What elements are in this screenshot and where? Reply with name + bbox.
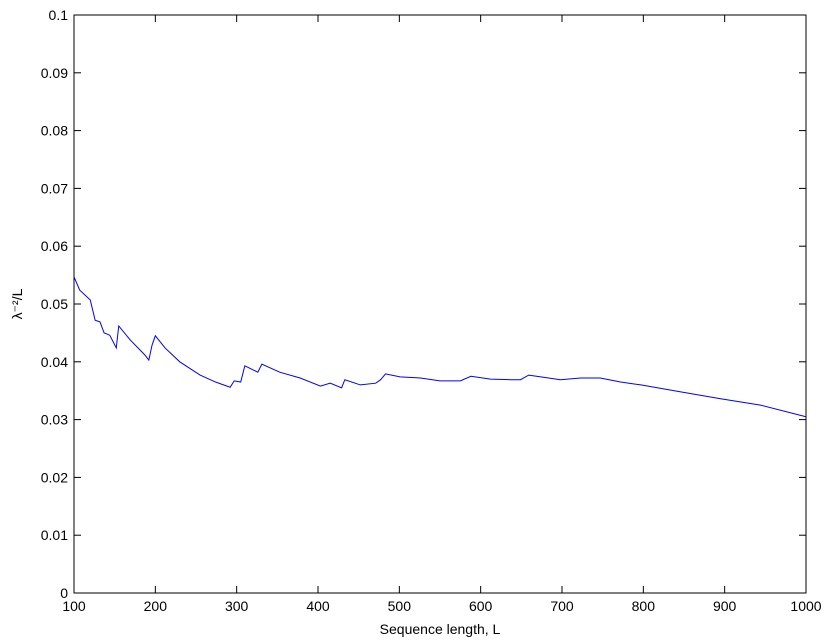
- x-tick-label: 300: [225, 598, 249, 614]
- y-tick-label: 0.06: [41, 238, 68, 254]
- y-tick-label: 0.01: [41, 527, 68, 543]
- x-tick-label: 100: [62, 598, 86, 614]
- y-tick-label: 0.03: [41, 412, 68, 428]
- y-tick-label: 0.07: [41, 180, 68, 196]
- data-line: [73, 276, 807, 418]
- x-tick-label: 1000: [790, 598, 821, 614]
- y-tick-label: 0.08: [41, 123, 68, 139]
- x-tick-label: 900: [713, 598, 737, 614]
- y-tick-label: 0.09: [41, 65, 68, 81]
- x-tick-label: 200: [144, 598, 168, 614]
- y-tick-label: 0.05: [41, 296, 68, 312]
- y-axis-label: λ⁻²/L: [9, 288, 25, 319]
- y-tick-label: 0.04: [41, 354, 68, 370]
- x-tick-label: 800: [632, 598, 656, 614]
- x-tick-label: 500: [388, 598, 412, 614]
- x-tick-label: 700: [550, 598, 574, 614]
- x-tick-label: 600: [469, 598, 493, 614]
- x-tick-label: 400: [306, 598, 330, 614]
- x-axis-label: Sequence length, L: [380, 621, 501, 637]
- y-tick-label: 0.02: [41, 469, 68, 485]
- plot-frame: [73, 14, 807, 594]
- y-tick-label: 0: [60, 585, 68, 601]
- y-tick-label: 0.1: [49, 7, 69, 23]
